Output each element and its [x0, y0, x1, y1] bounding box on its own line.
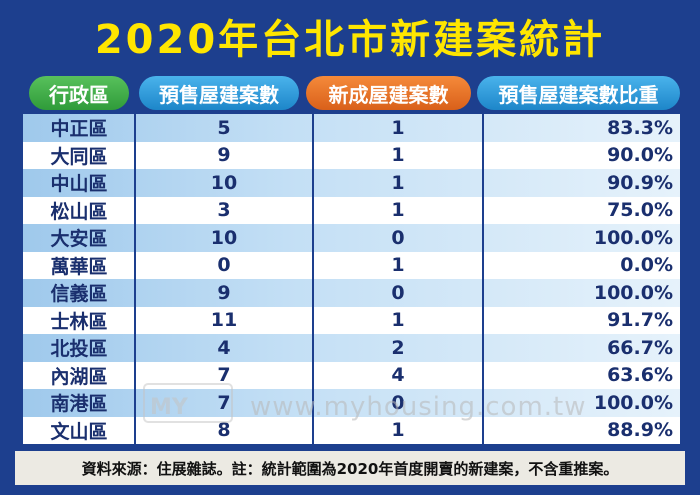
district-cell: 南港區 — [50, 393, 108, 416]
presale-count-cell: 7 — [217, 364, 231, 387]
table-row: 信義區 9 0 100.0% — [23, 279, 680, 307]
district-cell: 大同區 — [50, 145, 108, 168]
presale-count-cell: 9 — [217, 144, 231, 167]
presale-ratio-cell: 90.0% — [607, 144, 673, 167]
column-divider — [482, 114, 484, 444]
table-row: 松山區 3 1 75.0% — [23, 197, 680, 225]
column-header-presale: 預售屋建案數 — [139, 76, 299, 110]
new-count-cell: 0 — [391, 391, 405, 414]
table-row: 文山區 8 1 88.9% — [23, 417, 680, 445]
district-cell: 萬華區 — [50, 255, 108, 278]
presale-ratio-cell: 90.9% — [607, 171, 673, 194]
new-count-cell: 1 — [391, 309, 405, 332]
table-body: 文山區 8 1 88.9% 南港區 7 0 100.0% 內湖區 7 4 63.6% 北投區 4 2 66.7… — [23, 114, 680, 444]
district-cell: 士林區 — [50, 310, 108, 333]
district-cell: 內湖區 — [50, 365, 108, 388]
presale-count-cell: 8 — [217, 419, 231, 442]
presale-count-cell: 10 — [210, 171, 238, 194]
presale-ratio-cell: 88.9% — [607, 419, 673, 442]
presale-count-cell: 7 — [217, 391, 231, 414]
table-row: 內湖區 7 4 63.6% — [23, 362, 680, 390]
new-count-cell: 1 — [391, 199, 405, 222]
column-divider — [134, 114, 136, 444]
new-count-cell: 0 — [391, 281, 405, 304]
district-cell: 松山區 — [50, 200, 108, 223]
presale-ratio-cell: 83.3% — [607, 116, 673, 139]
presale-count-cell: 10 — [210, 226, 238, 249]
new-count-cell: 1 — [391, 171, 405, 194]
new-count-cell: 0 — [391, 226, 405, 249]
presale-count-cell: 3 — [217, 199, 231, 222]
presale-ratio-cell: 63.6% — [607, 364, 673, 387]
table-row: 大同區 9 1 90.0% — [23, 142, 680, 170]
presale-ratio-cell: 100.0% — [593, 391, 673, 414]
presale-ratio-cell: 0.0% — [620, 254, 673, 277]
district-cell: 北投區 — [50, 338, 108, 361]
presale-ratio-cell: 91.7% — [607, 309, 673, 332]
presale-count-cell: 9 — [217, 281, 231, 304]
new-count-cell: 2 — [391, 336, 405, 359]
presale-count-cell: 11 — [210, 309, 238, 332]
table-row: 士林區 11 1 91.7% — [23, 307, 680, 335]
table-row: 北投區 4 2 66.7% — [23, 334, 680, 362]
district-cell: 大安區 — [50, 228, 108, 251]
source-footnote: 資料來源：住展雜誌。註：統計範圍為2020年首度開賣的新建案，不含重推案。 — [15, 451, 685, 485]
column-header-ratio: 預售屋建案數比重 — [477, 76, 680, 110]
presale-ratio-cell: 66.7% — [607, 336, 673, 359]
district-cell: 中山區 — [50, 173, 108, 196]
presale-count-cell: 5 — [217, 116, 231, 139]
new-count-cell: 4 — [391, 364, 405, 387]
new-count-cell: 1 — [391, 144, 405, 167]
new-count-cell: 1 — [391, 419, 405, 442]
new-count-cell: 1 — [391, 116, 405, 139]
presale-ratio-cell: 100.0% — [593, 281, 673, 304]
presale-count-cell: 0 — [217, 254, 231, 277]
table-row: 中正區 5 1 83.3% — [23, 114, 680, 142]
presale-ratio-cell: 75.0% — [607, 199, 673, 222]
presale-count-cell: 4 — [217, 336, 231, 359]
column-divider — [312, 114, 314, 444]
table-row: 中山區 10 1 90.9% — [23, 169, 680, 197]
district-cell: 信義區 — [50, 283, 108, 306]
page-title: 2020年台北市新建案統計 — [94, 17, 606, 63]
district-cell: 中正區 — [50, 118, 108, 141]
table-row: 大安區 10 0 100.0% — [23, 224, 680, 252]
district-cell: 文山區 — [50, 420, 108, 443]
stats-table: 行政區 預售屋建案數 新成屋建案數 預售屋建案數比重 文山區 8 1 88.9% 南港區… — [15, 76, 685, 446]
column-header-district: 行政區 — [29, 76, 129, 110]
table-row: 南港區 7 0 100.0% — [23, 389, 680, 417]
new-count-cell: 1 — [391, 254, 405, 277]
presale-ratio-cell: 100.0% — [593, 226, 673, 249]
column-header-new: 新成屋建案數 — [306, 76, 471, 110]
table-row: 萬華區 0 1 0.0% — [23, 252, 680, 280]
